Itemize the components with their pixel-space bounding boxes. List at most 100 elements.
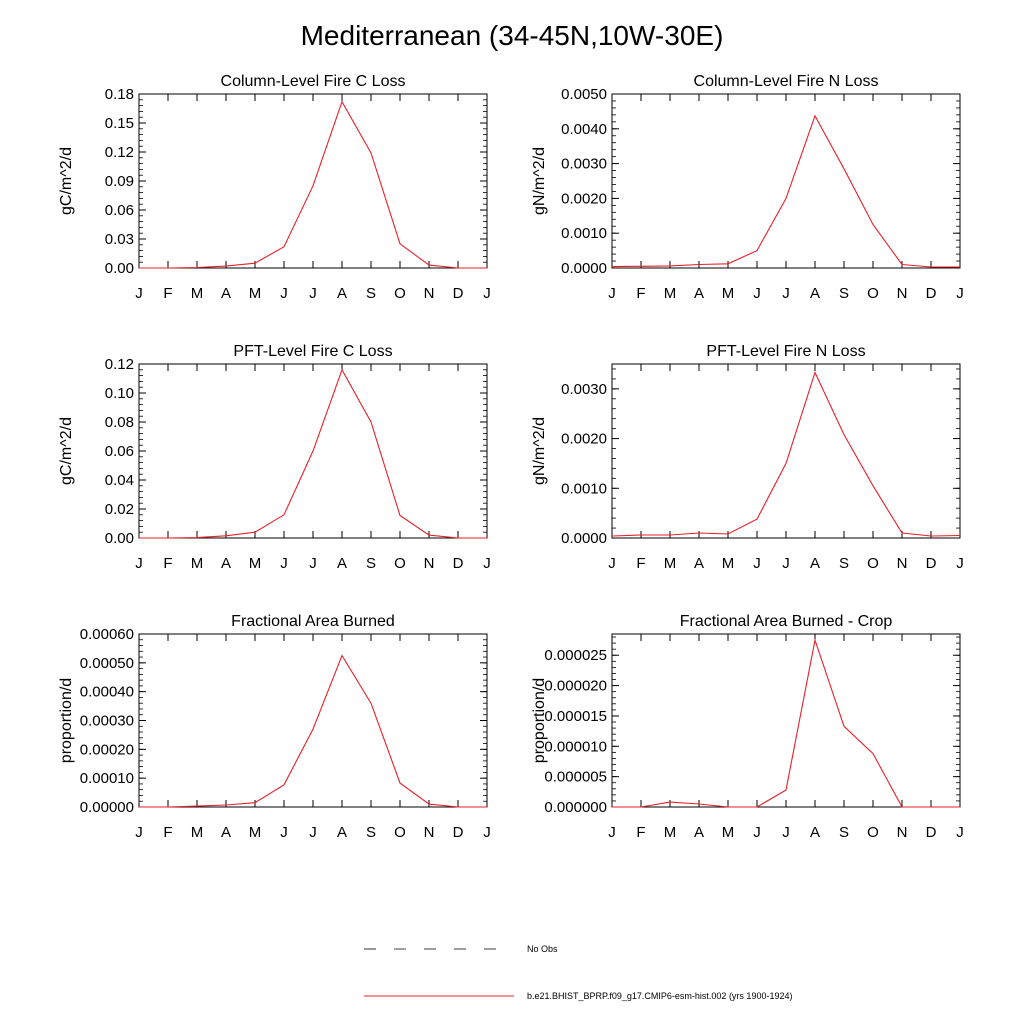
x-tick-label: M bbox=[249, 555, 262, 572]
x-tick-label: N bbox=[897, 555, 908, 572]
x-tick-label: A bbox=[810, 285, 820, 302]
y-axis-label: gN/m^2/d bbox=[531, 417, 548, 485]
x-tick-label: A bbox=[694, 555, 704, 572]
x-tick-label: J bbox=[608, 555, 616, 572]
x-tick-label: J bbox=[280, 555, 288, 572]
chart-panel-6: Fractional Area Burned - Crop proportion/… bbox=[531, 613, 964, 841]
x-tick-label: A bbox=[221, 555, 231, 572]
y-tick-label: 0.00060 bbox=[80, 626, 134, 643]
y-tick-label: 0.000025 bbox=[544, 647, 607, 664]
x-tick-label: F bbox=[636, 824, 645, 841]
x-tick-label: J bbox=[135, 555, 143, 572]
x-tick-label: N bbox=[424, 285, 435, 302]
x-tick-label: A bbox=[337, 824, 347, 841]
plot-frame bbox=[138, 93, 488, 269]
chart-panel-3: PFT-Level Fire C Loss gC/m^2/d 0.00 0.02 0.0… bbox=[58, 343, 491, 572]
series-line bbox=[139, 368, 487, 539]
x-tick-label: J bbox=[135, 824, 143, 841]
y-axis-label: proportion/d bbox=[531, 678, 548, 763]
chart-panel-2: Column-Level Fire N Loss gN/m^2/d 0.0000 0.… bbox=[531, 73, 964, 302]
x-tick-label: M bbox=[722, 555, 735, 572]
x-tick-label: O bbox=[394, 824, 406, 841]
y-tick-label: 0.0040 bbox=[561, 121, 607, 138]
x-tick-label: S bbox=[366, 824, 376, 841]
x-tick-label: M bbox=[664, 555, 677, 572]
chart-title: Column-Level Fire C Loss bbox=[221, 73, 406, 90]
x-tick-label: M bbox=[191, 285, 204, 302]
x-tick-label: J bbox=[608, 824, 616, 841]
y-tick-label: 0.00050 bbox=[80, 655, 134, 672]
y-tick-label: 0.03 bbox=[105, 231, 134, 248]
x-tick-label: J bbox=[280, 285, 288, 302]
x-tick-label: F bbox=[636, 555, 645, 572]
plot-frame bbox=[611, 93, 961, 269]
x-tick-label: D bbox=[926, 824, 937, 841]
y-tick-label: 0.000015 bbox=[544, 708, 607, 725]
x-tick-label: F bbox=[163, 824, 172, 841]
y-tick-label: 0.12 bbox=[105, 144, 134, 161]
y-tick-label: 0.00 bbox=[105, 530, 134, 547]
x-tick-label: D bbox=[453, 555, 464, 572]
chart-panel-5: Fractional Area Burned proportion/d 0.0000… bbox=[58, 613, 491, 841]
x-tick-label: S bbox=[366, 555, 376, 572]
y-tick-label: 0.000005 bbox=[544, 769, 607, 786]
x-tick-label: A bbox=[337, 285, 347, 302]
y-tick-label: 0.0020 bbox=[561, 431, 607, 448]
x-tick-label: O bbox=[867, 285, 879, 302]
x-tick-label: F bbox=[163, 555, 172, 572]
chart-title: Fractional Area Burned bbox=[231, 613, 395, 630]
x-tick-label: A bbox=[221, 824, 231, 841]
x-tick-label: M bbox=[722, 285, 735, 302]
x-tick-label: D bbox=[453, 824, 464, 841]
plot-frame bbox=[611, 633, 961, 808]
x-tick-label: M bbox=[249, 285, 262, 302]
chart-title: PFT-Level Fire N Loss bbox=[706, 343, 865, 360]
x-tick-label: D bbox=[453, 285, 464, 302]
series-line bbox=[139, 100, 487, 269]
y-tick-label: 0.0050 bbox=[561, 86, 607, 103]
y-tick-label: 0.0000 bbox=[561, 260, 607, 277]
y-tick-label: 0.0010 bbox=[561, 225, 607, 242]
series-line bbox=[611, 370, 961, 537]
y-tick-label: 0.00040 bbox=[80, 684, 134, 701]
x-tick-label: J bbox=[956, 285, 964, 302]
y-tick-label: 0.0010 bbox=[561, 480, 607, 497]
y-tick-label: 0.00 bbox=[105, 260, 134, 277]
page-title: Mediterranean (34-45N,10W-30E) bbox=[300, 20, 724, 51]
x-tick-label: A bbox=[694, 285, 704, 302]
x-tick-label: D bbox=[926, 555, 937, 572]
x-tick-label: F bbox=[636, 285, 645, 302]
y-tick-label: 0.0000 bbox=[561, 530, 607, 547]
y-tick-label: 0.0030 bbox=[561, 156, 607, 173]
y-tick-label: 0.00030 bbox=[80, 713, 134, 730]
x-tick-label: J bbox=[309, 824, 317, 841]
series-line bbox=[612, 637, 960, 808]
x-tick-label: J bbox=[608, 285, 616, 302]
x-tick-label: S bbox=[839, 555, 849, 572]
series-line bbox=[611, 114, 960, 268]
y-tick-label: 0.0020 bbox=[561, 190, 607, 207]
series-line bbox=[139, 654, 487, 808]
x-tick-label: A bbox=[221, 285, 231, 302]
x-tick-label: O bbox=[394, 555, 406, 572]
chart-title: PFT-Level Fire C Loss bbox=[233, 343, 392, 360]
y-tick-label: 0.04 bbox=[105, 472, 134, 489]
x-tick-label: J bbox=[135, 285, 143, 302]
x-tick-label: J bbox=[753, 824, 761, 841]
chart-title: Column-Level Fire N Loss bbox=[694, 73, 879, 90]
x-tick-label: M bbox=[191, 555, 204, 572]
x-tick-label: S bbox=[366, 285, 376, 302]
y-tick-label: 0.12 bbox=[105, 356, 134, 373]
y-tick-label: 0.18 bbox=[105, 86, 134, 103]
x-tick-label: J bbox=[753, 555, 761, 572]
x-tick-label: J bbox=[309, 555, 317, 572]
x-tick-label: J bbox=[956, 555, 964, 572]
x-tick-label: M bbox=[249, 824, 262, 841]
x-tick-label: A bbox=[810, 824, 820, 841]
x-tick-label: F bbox=[163, 285, 172, 302]
plot-frame bbox=[138, 633, 488, 808]
x-tick-label: M bbox=[664, 824, 677, 841]
x-tick-label: N bbox=[897, 285, 908, 302]
y-tick-label: 0.06 bbox=[105, 202, 134, 219]
